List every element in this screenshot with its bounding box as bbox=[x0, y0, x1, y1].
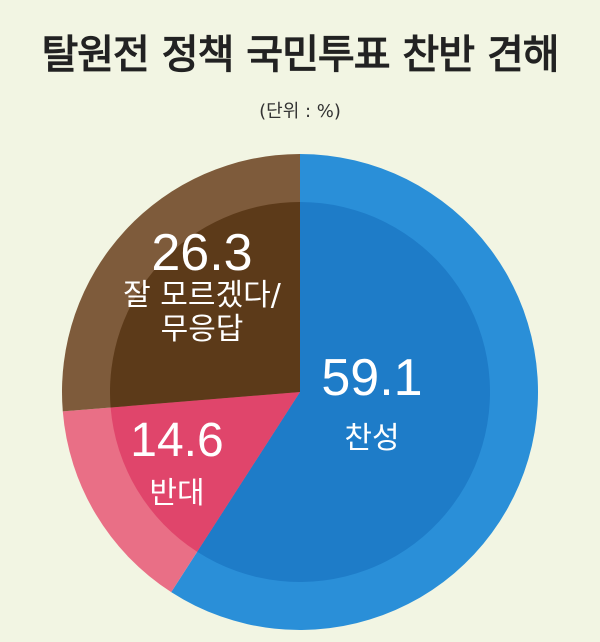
pie-inner-disc bbox=[109, 202, 491, 582]
slice-value-label-1: 14.6 bbox=[130, 414, 223, 467]
slice-name-label-0: 찬성 bbox=[344, 421, 399, 456]
slice-name-label-2: 잘 모르겠다/무응답 bbox=[123, 278, 282, 347]
slice-value-label-2: 26.3 bbox=[151, 224, 252, 282]
slice-value-label-0: 59.1 bbox=[321, 349, 422, 407]
chart-unit-label: (단위 : %) bbox=[259, 101, 341, 122]
slice-name-label-1: 반대 bbox=[149, 476, 204, 511]
chart-title: 탈원전 정책 국민투표 찬반 견해 bbox=[41, 32, 559, 78]
pie-slice-2 bbox=[109, 202, 300, 408]
pie-slice-1 bbox=[110, 392, 300, 552]
pie-slice-0 bbox=[197, 202, 491, 582]
pie-value-labels: 59.1 14.6 26.3 bbox=[130, 224, 422, 467]
